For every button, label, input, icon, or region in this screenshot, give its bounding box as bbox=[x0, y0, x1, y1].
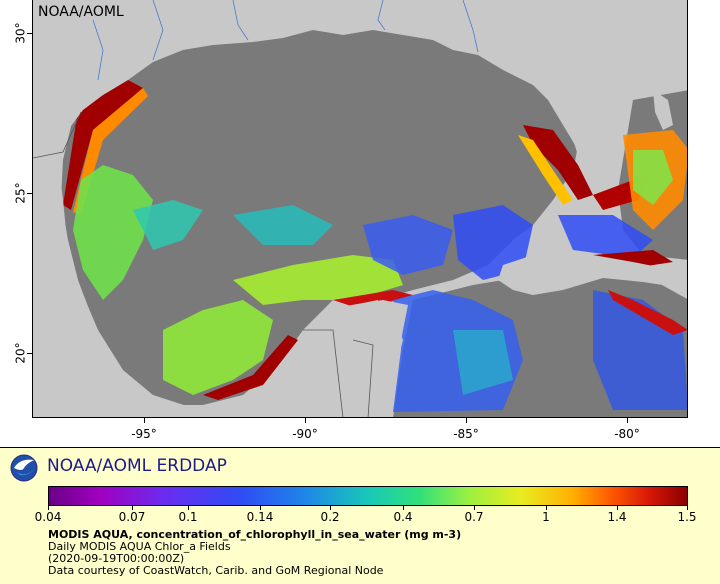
straits-blue bbox=[558, 215, 653, 258]
variable-description: MODIS AQUA, concentration_of_chlorophyll… bbox=[48, 528, 462, 541]
gulf-nodata-area bbox=[61, 23, 578, 405]
colorbar-label: 0.2 bbox=[320, 510, 340, 524]
colorbar-tick bbox=[617, 506, 618, 510]
time-stamp: (2020-09-19T00:00:00Z) bbox=[48, 552, 185, 565]
central-teal bbox=[233, 205, 333, 245]
lat-tick-label: 30° bbox=[13, 22, 28, 44]
bahamas-green bbox=[633, 150, 673, 205]
western-gulf-teal bbox=[133, 200, 203, 250]
western-gulf-green bbox=[73, 165, 153, 300]
campeche-green bbox=[163, 300, 273, 395]
campeche-coast-high bbox=[203, 335, 298, 400]
dataset-name: Daily MODIS AQUA Chlor_a Fields bbox=[48, 540, 231, 553]
lon-tick-label: -90° bbox=[292, 427, 318, 441]
colorbar-tick bbox=[260, 506, 261, 510]
lon-tick-mark bbox=[466, 418, 467, 423]
mexico-land bbox=[33, 150, 383, 417]
map-panel[interactable] bbox=[32, 0, 688, 418]
noaa-logo-icon bbox=[10, 454, 38, 482]
lon-tick-mark bbox=[305, 418, 306, 423]
colorbar-tick bbox=[48, 506, 49, 510]
lat-tick-label: 20° bbox=[13, 342, 28, 364]
colorbar-tick bbox=[474, 506, 475, 510]
lat-tick-mark bbox=[27, 353, 32, 354]
lon-tick-label: -95° bbox=[131, 427, 157, 441]
central-blue bbox=[363, 215, 453, 275]
colorbar-label: 1.5 bbox=[677, 510, 697, 524]
colorbar-tick bbox=[188, 506, 189, 510]
data-courtesy: Data courtesy of CoastWatch, Carib. and … bbox=[48, 564, 384, 577]
colorbar-label: 0.07 bbox=[118, 510, 146, 524]
brand-title: NOAA/AOML ERDDAP bbox=[47, 456, 227, 476]
legend-panel: NOAA/AOML ERDDAP 0.04 0.07 0.1 0.14 0.2 … bbox=[0, 447, 720, 584]
florida-peninsula bbox=[563, 0, 653, 190]
central-band-green bbox=[233, 255, 403, 305]
lon-tick-label: -85° bbox=[453, 427, 479, 441]
us-gulf-coast-land bbox=[33, 0, 687, 170]
colorbar-label: 1 bbox=[542, 510, 550, 524]
colorbar bbox=[48, 486, 688, 506]
colorbar-label: 0.7 bbox=[464, 510, 484, 524]
lon-tick-label: -80° bbox=[614, 427, 640, 441]
lon-tick-mark bbox=[144, 418, 145, 423]
cuba-north-high bbox=[593, 250, 673, 268]
colorbar-label: 1.4 bbox=[607, 510, 627, 524]
east-caribbean-coast bbox=[608, 290, 687, 335]
colorbar-label: 0.14 bbox=[246, 510, 274, 524]
colorbar-label: 0.4 bbox=[393, 510, 413, 524]
cuba-land bbox=[498, 250, 687, 295]
map-credit: NOAA/AOML bbox=[38, 4, 124, 20]
colorbar-tick bbox=[330, 506, 331, 510]
colorbar-tick bbox=[687, 506, 688, 510]
colorbar-tick bbox=[132, 506, 133, 510]
lon-tick-mark bbox=[627, 418, 628, 423]
borders-layer bbox=[33, 111, 374, 417]
land-layer bbox=[33, 0, 687, 417]
caribbean-teal bbox=[453, 330, 513, 395]
colorbar-tick bbox=[546, 506, 547, 510]
florida-west-band bbox=[518, 135, 573, 205]
lat-tick-mark bbox=[27, 193, 32, 194]
florida-west-high bbox=[523, 125, 593, 200]
map-canvas bbox=[33, 0, 687, 417]
chlorophyll-data-layer bbox=[63, 80, 687, 412]
colorbar-label: 0.04 bbox=[34, 510, 62, 524]
central-america-land bbox=[353, 315, 403, 417]
lat-tick-mark bbox=[27, 33, 32, 34]
lat-tick-label: 25° bbox=[13, 182, 28, 204]
texas-coast-high bbox=[63, 80, 143, 210]
east-gulf-blue bbox=[453, 205, 533, 280]
colorbar-label: 0.1 bbox=[178, 510, 198, 524]
rivers-layer bbox=[92, 0, 479, 81]
bahamas-land bbox=[653, 90, 673, 130]
colorbar-tick bbox=[403, 506, 404, 510]
